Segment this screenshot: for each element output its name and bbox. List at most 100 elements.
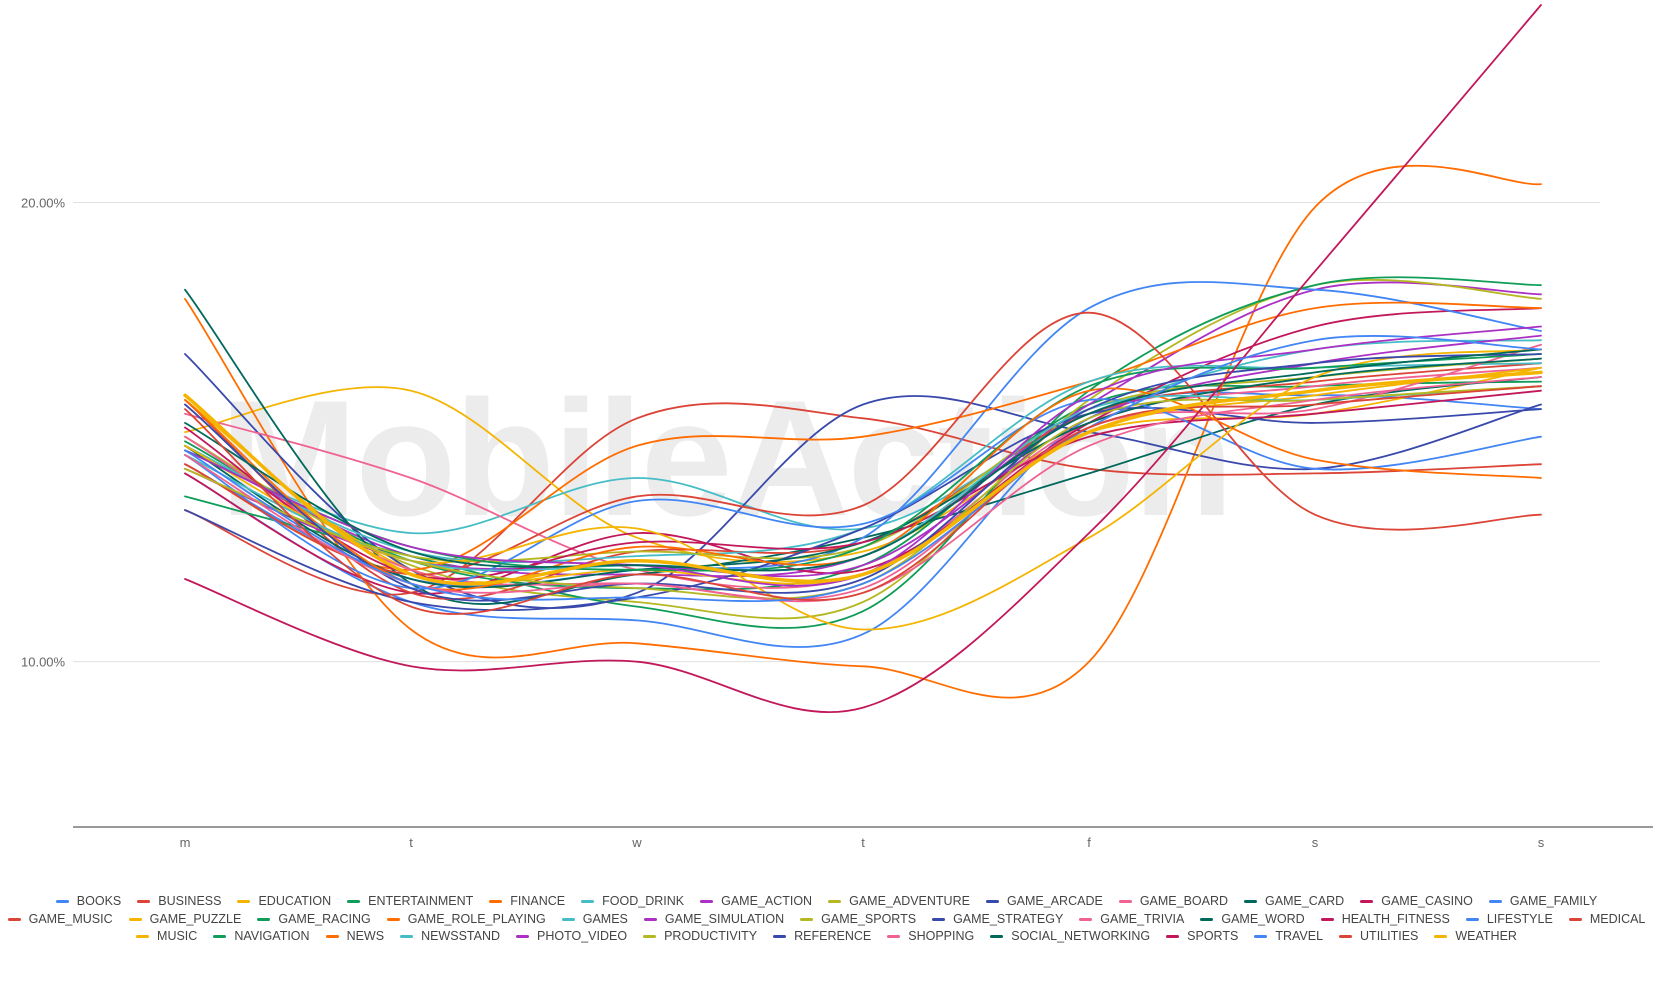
- legend-item[interactable]: PHOTO_VIDEO: [516, 928, 627, 946]
- legend-item[interactable]: NEWS: [325, 928, 384, 946]
- legend-label: GAME_RACING: [278, 911, 371, 926]
- legend-item[interactable]: SOCIAL_NETWORKING: [990, 928, 1150, 946]
- legend-item[interactable]: GAME_STRATEGY: [932, 911, 1063, 929]
- legend-swatch: [1360, 900, 1374, 904]
- legend-swatch: [1339, 935, 1353, 939]
- legend-swatch: [516, 935, 529, 939]
- legend-label: GAME_CARD: [1265, 894, 1345, 908]
- legend-item[interactable]: GAME_WORD: [1200, 911, 1305, 929]
- series-line-travel: [184, 335, 1542, 603]
- legend-item[interactable]: GAME_ROLE_PLAYING: [386, 911, 546, 929]
- legend-item[interactable]: REFERENCE: [773, 928, 871, 946]
- legend-item[interactable]: GAME_PUZZLE: [128, 911, 241, 929]
- legend-item[interactable]: NEWSSTAND: [400, 928, 500, 946]
- legend-swatch: [985, 900, 999, 904]
- legend-swatch: [325, 935, 339, 939]
- legend-label: GAME_SPORTS: [821, 911, 917, 926]
- legend-swatch: [1488, 900, 1502, 904]
- legend-item[interactable]: GAME_TRIVIA: [1079, 911, 1184, 929]
- legend-swatch: [1079, 917, 1093, 921]
- legend-item[interactable]: LIFESTYLE: [1465, 911, 1553, 929]
- legend-item[interactable]: MUSIC: [136, 928, 197, 946]
- legend-item[interactable]: PRODUCTIVITY: [643, 928, 757, 946]
- legend-swatch: [489, 900, 503, 904]
- legend-label: EDUCATION: [258, 894, 332, 908]
- legend-swatch: [932, 917, 946, 921]
- legend-item[interactable]: FINANCE: [489, 893, 565, 911]
- legend-item[interactable]: SPORTS: [1166, 928, 1238, 946]
- legend-label: PHOTO_VIDEO: [537, 929, 628, 943]
- legend-item[interactable]: EDUCATION: [237, 893, 331, 911]
- legend-item[interactable]: GAME_CASINO: [1360, 893, 1473, 911]
- legend-label: LIFESTYLE: [1486, 911, 1553, 926]
- y-axis-ticks: 20.00% 10.00%: [21, 195, 66, 669]
- legend-item[interactable]: BOOKS: [55, 893, 121, 911]
- legend-item[interactable]: GAME_ARCADE: [985, 893, 1103, 911]
- legend-swatch: [257, 917, 271, 921]
- legend-swatch: [561, 917, 575, 921]
- series-line-game-strategy: [184, 406, 1542, 612]
- series-lines: [183, 4, 1543, 713]
- series-line-weather: [183, 370, 1543, 586]
- legend-swatch: [773, 935, 787, 939]
- legend-item[interactable]: GAME_CARD: [1244, 893, 1344, 911]
- legend-item[interactable]: NAVIGATION: [213, 928, 310, 946]
- legend-swatch: [1254, 935, 1268, 939]
- legend-item[interactable]: GAME_FAMILY: [1488, 893, 1598, 911]
- legend-item[interactable]: HEALTH_FITNESS: [1320, 911, 1450, 929]
- series-line-reference: [184, 353, 1542, 602]
- legend-label: GAME_ADVENTURE: [849, 894, 970, 908]
- legend-swatch: [213, 935, 227, 939]
- x-tick-label: f: [1087, 835, 1091, 850]
- legend-label: FINANCE: [510, 894, 566, 908]
- legend-swatch: [990, 935, 1004, 939]
- legend-label: GAME_SIMULATION: [664, 911, 785, 926]
- legend-label: GAME_CASINO: [1381, 894, 1473, 908]
- legend-item[interactable]: GAME_ACTION: [700, 893, 812, 911]
- legend-swatch: [1244, 900, 1258, 904]
- legend-item[interactable]: UTILITIES: [1339, 928, 1418, 946]
- legend-row: GAME_MUSIC GAME_PUZZLE GAME_RACING GAME_ROL…: [0, 911, 1653, 929]
- legend-label: MEDICAL: [1589, 911, 1646, 926]
- legend-label: FOOD_DRINK: [602, 894, 685, 908]
- legend-item[interactable]: BUSINESS: [137, 893, 221, 911]
- y-tick-label: 10.00%: [21, 655, 66, 670]
- legend-label: ENTERTAINMENT: [368, 894, 474, 908]
- legend-item[interactable]: TRAVEL: [1254, 928, 1323, 946]
- legend-swatch: [400, 935, 414, 939]
- x-tick-label: t: [861, 835, 865, 850]
- legend-item[interactable]: MEDICAL: [1568, 911, 1646, 929]
- legend-swatch: [7, 917, 21, 921]
- legend-swatch: [643, 917, 657, 921]
- legend-item[interactable]: GAME_BOARD: [1118, 893, 1228, 911]
- series-line-sports: [184, 4, 1542, 713]
- legend-item[interactable]: GAME_SPORTS: [800, 911, 916, 929]
- legend-label: HEALTH_FITNESS: [1341, 911, 1450, 926]
- legend-label: GAME_ACTION: [721, 894, 813, 908]
- legend-item[interactable]: GAME_SIMULATION: [643, 911, 785, 929]
- legend-swatch: [643, 935, 657, 939]
- legend-item[interactable]: FOOD_DRINK: [581, 893, 684, 911]
- legend-label: GAME_TRIVIA: [1100, 911, 1185, 926]
- legend-swatch: [347, 900, 361, 904]
- x-tick-label: t: [409, 835, 413, 850]
- x-tick-label: m: [180, 835, 191, 850]
- legend-item[interactable]: GAME_RACING: [257, 911, 371, 929]
- legend-swatch: [136, 935, 150, 939]
- legend-swatch: [1200, 917, 1214, 921]
- legend-item[interactable]: GAME_MUSIC: [7, 911, 113, 929]
- legend-label: PRODUCTIVITY: [664, 929, 758, 943]
- legend-label: MUSIC: [157, 929, 198, 943]
- legend-item[interactable]: ENTERTAINMENT: [347, 893, 473, 911]
- legend-label: SPORTS: [1187, 929, 1239, 943]
- legend-item[interactable]: GAME_ADVENTURE: [828, 893, 970, 911]
- legend-item[interactable]: WEATHER: [1434, 928, 1517, 946]
- gridlines: [73, 201, 1600, 663]
- legend-row: MUSIC NAVIGATION NEWS NEWSSTAND PHOTO_VIDEO P…: [0, 928, 1653, 946]
- legend-item[interactable]: GAMES: [561, 911, 628, 929]
- legend-swatch: [800, 917, 814, 921]
- legend-item[interactable]: SHOPPING: [887, 928, 974, 946]
- legend-label: GAME_FAMILY: [1509, 894, 1598, 908]
